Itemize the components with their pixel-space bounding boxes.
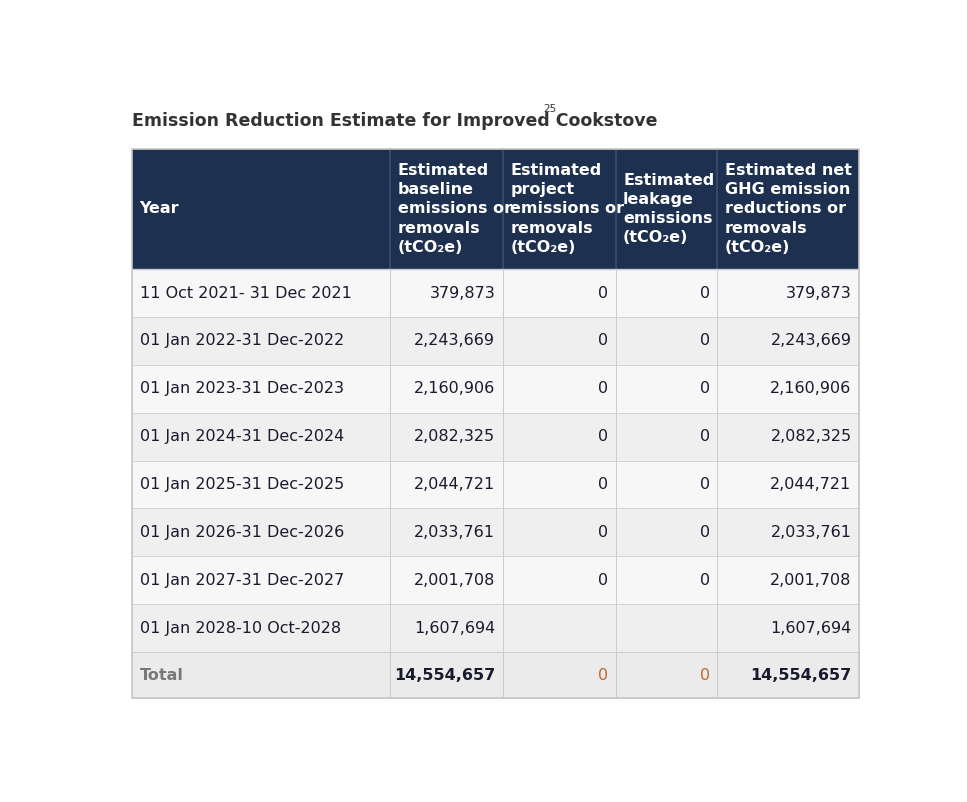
Text: 2,001,708: 2,001,708 <box>770 573 852 588</box>
Text: 0: 0 <box>700 525 710 540</box>
Bar <box>132 604 859 652</box>
Text: 0: 0 <box>700 477 710 492</box>
Text: 0: 0 <box>700 286 710 301</box>
Text: 2,160,906: 2,160,906 <box>771 381 852 396</box>
Text: Estimated net
GHG emission
reductions or
removals
(tCO₂e): Estimated net GHG emission reductions or… <box>725 163 852 255</box>
Bar <box>132 148 859 269</box>
Text: 2,082,325: 2,082,325 <box>414 429 495 444</box>
Bar <box>132 148 859 699</box>
Text: 11 Oct 2021- 31 Dec 2021: 11 Oct 2021- 31 Dec 2021 <box>139 286 351 301</box>
Text: Estimated
project
emissions or
removals
(tCO₂e): Estimated project emissions or removals … <box>511 163 625 255</box>
Text: 0: 0 <box>598 525 608 540</box>
Text: 0: 0 <box>598 573 608 588</box>
Text: 2,033,761: 2,033,761 <box>415 525 495 540</box>
Text: 01 Jan 2024-31 Dec-2024: 01 Jan 2024-31 Dec-2024 <box>139 429 344 444</box>
Text: 14,554,657: 14,554,657 <box>395 668 495 683</box>
Text: 0: 0 <box>598 668 608 683</box>
Text: 2,044,721: 2,044,721 <box>771 477 852 492</box>
Bar <box>132 413 859 460</box>
Text: 01 Jan 2028-10 Oct-2028: 01 Jan 2028-10 Oct-2028 <box>139 621 340 636</box>
Text: 379,873: 379,873 <box>786 286 852 301</box>
Text: 2,082,325: 2,082,325 <box>771 429 852 444</box>
Text: 0: 0 <box>700 381 710 396</box>
Text: 0: 0 <box>700 668 710 683</box>
Text: 0: 0 <box>598 477 608 492</box>
Text: 379,873: 379,873 <box>429 286 495 301</box>
Bar <box>132 508 859 557</box>
Text: 0: 0 <box>700 429 710 444</box>
Text: 1,607,694: 1,607,694 <box>414 621 495 636</box>
Text: Emission Reduction Estimate for Improved Cookstove: Emission Reduction Estimate for Improved… <box>132 111 658 130</box>
Text: 14,554,657: 14,554,657 <box>750 668 852 683</box>
Text: 25: 25 <box>542 104 556 114</box>
Bar <box>132 365 859 413</box>
Text: Total: Total <box>139 668 184 683</box>
Text: 2,033,761: 2,033,761 <box>771 525 852 540</box>
Text: 01 Jan 2022-31 Dec-2022: 01 Jan 2022-31 Dec-2022 <box>139 334 344 348</box>
Text: 1,607,694: 1,607,694 <box>771 621 852 636</box>
Text: 0: 0 <box>700 334 710 348</box>
Text: 0: 0 <box>598 381 608 396</box>
Text: Estimated
leakage
emissions
(tCO₂e): Estimated leakage emissions (tCO₂e) <box>623 172 715 245</box>
Bar <box>132 317 859 365</box>
Text: 2,243,669: 2,243,669 <box>771 334 852 348</box>
Text: 0: 0 <box>598 429 608 444</box>
Text: 01 Jan 2025-31 Dec-2025: 01 Jan 2025-31 Dec-2025 <box>139 477 344 492</box>
Text: 2,044,721: 2,044,721 <box>414 477 495 492</box>
Text: 2,160,906: 2,160,906 <box>414 381 495 396</box>
Text: 0: 0 <box>598 286 608 301</box>
Text: Year: Year <box>139 201 179 217</box>
Bar <box>132 557 859 604</box>
Text: 0: 0 <box>598 334 608 348</box>
Bar <box>132 269 859 317</box>
Bar <box>132 652 859 699</box>
Bar <box>132 460 859 508</box>
Text: 01 Jan 2023-31 Dec-2023: 01 Jan 2023-31 Dec-2023 <box>139 381 343 396</box>
Text: 01 Jan 2027-31 Dec-2027: 01 Jan 2027-31 Dec-2027 <box>139 573 344 588</box>
Text: 0: 0 <box>700 573 710 588</box>
Text: Estimated
baseline
emissions or
removals
(tCO₂e): Estimated baseline emissions or removals… <box>397 163 512 255</box>
Text: 01 Jan 2026-31 Dec-2026: 01 Jan 2026-31 Dec-2026 <box>139 525 344 540</box>
Text: 2,243,669: 2,243,669 <box>415 334 495 348</box>
Text: 2,001,708: 2,001,708 <box>414 573 495 588</box>
